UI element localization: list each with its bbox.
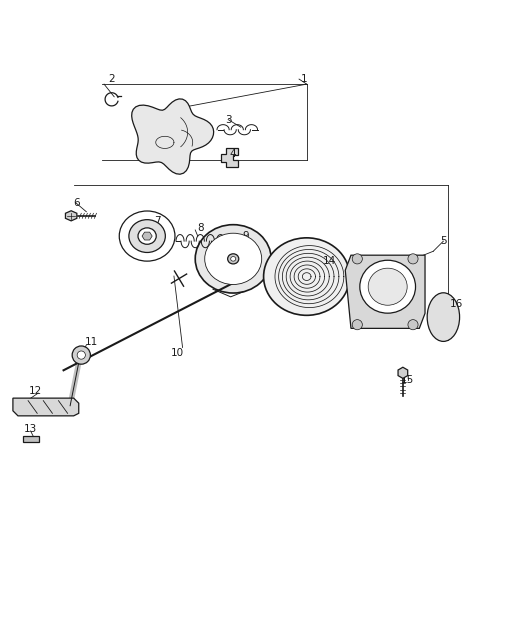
Text: 10: 10 <box>171 347 184 358</box>
Ellipse shape <box>205 233 262 285</box>
Circle shape <box>77 351 86 359</box>
Text: 1: 1 <box>301 74 307 84</box>
Text: 11: 11 <box>85 337 98 347</box>
Polygon shape <box>345 255 425 328</box>
Text: 16: 16 <box>450 300 463 310</box>
Text: 12: 12 <box>29 386 42 396</box>
Text: 9: 9 <box>243 231 249 241</box>
Ellipse shape <box>368 268 407 305</box>
Circle shape <box>352 254 362 264</box>
Text: 2: 2 <box>109 74 115 84</box>
Text: 13: 13 <box>24 423 37 433</box>
Polygon shape <box>132 99 214 174</box>
Circle shape <box>352 319 362 330</box>
Circle shape <box>408 319 418 330</box>
Bar <box>23 436 39 442</box>
Polygon shape <box>221 149 238 167</box>
Circle shape <box>408 254 418 264</box>
Polygon shape <box>13 398 79 416</box>
Ellipse shape <box>129 220 165 253</box>
Polygon shape <box>398 367 408 378</box>
Polygon shape <box>66 210 77 221</box>
Text: 15: 15 <box>401 375 415 386</box>
Text: 6: 6 <box>73 198 79 208</box>
Ellipse shape <box>138 228 156 245</box>
Text: 5: 5 <box>440 236 446 246</box>
Text: 4: 4 <box>230 149 237 158</box>
Ellipse shape <box>119 211 175 261</box>
Ellipse shape <box>427 293 460 342</box>
Text: 14: 14 <box>323 256 336 266</box>
Circle shape <box>72 346 91 364</box>
Ellipse shape <box>231 257 236 261</box>
Polygon shape <box>142 232 152 240</box>
Ellipse shape <box>360 260 416 313</box>
Text: 8: 8 <box>197 223 204 233</box>
Text: 3: 3 <box>225 115 231 124</box>
Ellipse shape <box>228 254 239 264</box>
Ellipse shape <box>195 225 271 293</box>
Text: 7: 7 <box>154 216 161 226</box>
Ellipse shape <box>264 238 350 315</box>
